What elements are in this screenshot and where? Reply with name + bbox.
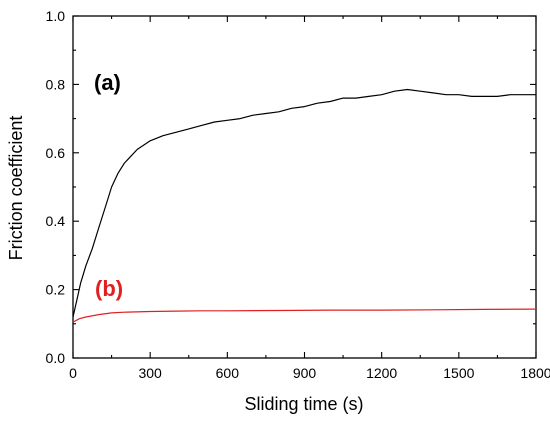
- y-tick-label: 0.8: [46, 76, 66, 92]
- x-tick-label: 0: [69, 365, 77, 381]
- annotation-b: (b): [95, 276, 123, 301]
- x-tick-label: 600: [216, 365, 240, 381]
- x-tick-label: 1500: [443, 365, 474, 381]
- y-tick-label: 0.4: [46, 213, 66, 229]
- plot-frame: [72, 15, 537, 359]
- x-axis-title: Sliding time (s): [244, 394, 363, 414]
- y-tick-label: 0.0: [46, 350, 66, 366]
- x-tick-label: 1800: [520, 365, 550, 381]
- y-tick-label: 0.2: [46, 282, 66, 298]
- plot-area: [72, 15, 537, 359]
- series-layer: [72, 88, 537, 323]
- series-a-line: [72, 88, 536, 318]
- y-tick-label: 0.6: [46, 145, 66, 161]
- x-tick-label: 300: [138, 365, 162, 381]
- annotation-a: (a): [94, 70, 121, 95]
- x-tick-label: 900: [293, 365, 317, 381]
- label-layer: Friction coefficient Sliding time (s) (a…: [6, 70, 364, 414]
- series-b-line: [72, 308, 537, 323]
- tick-layer: 0 300 600 900 1200 1500 1800 0.0 0.2 0.4 0.6 0.8 1.0: [46, 8, 550, 381]
- x-tick-label: 1200: [366, 365, 397, 381]
- y-axis-title: Friction coefficient: [6, 116, 26, 261]
- y-tick-label: 1.0: [46, 8, 66, 24]
